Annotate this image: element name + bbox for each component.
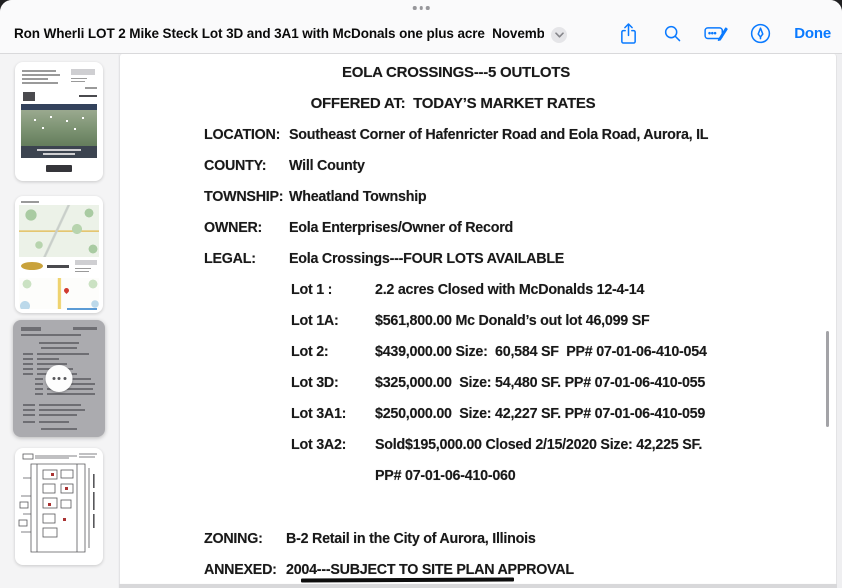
thumbnail-2-image xyxy=(15,196,103,313)
info-row-township: TOWNSHIP: Wheatland Township xyxy=(204,189,427,205)
markup-button[interactable] xyxy=(704,21,729,45)
thumbnail-page-3-selected[interactable] xyxy=(13,320,105,437)
doc-heading-2: OFFERED AT: TODAY’S MARKET RATES xyxy=(310,95,596,112)
lot-row-1a: Lot 1A: $561,800.00 Mc Donald’s out lot 4… xyxy=(291,313,650,329)
window-drag-handle-icon[interactable] xyxy=(412,6,430,10)
document-canvas: EOLA CROSSINGS---5 OUTLOTS OFFERED AT: T… xyxy=(118,54,842,588)
document-page: EOLA CROSSINGS---5 OUTLOTS OFFERED AT: T… xyxy=(119,54,837,584)
toolbar-actions: Done xyxy=(616,21,831,45)
info-row-county: COUNTY: Will County xyxy=(204,158,365,174)
thumbnail-page-2[interactable] xyxy=(15,196,103,313)
document-title: Ron Wherli LOT 2 Mike Steck Lot 3D and 3… xyxy=(14,26,544,41)
lot-row-3a1: Lot 3A1: $250,000.00 Size: 42,227 SF. PP#… xyxy=(291,406,706,422)
info-row-location: LOCATION: Southeast Corner of Hafenricter… xyxy=(204,127,709,143)
annexed-underline-mark xyxy=(300,577,515,583)
ellipsis-icon xyxy=(52,377,55,380)
info-row-legal: LEGAL: Eola Crossings---FOUR LOTS AVAILAB… xyxy=(204,251,565,267)
footer-row-zoning: ZONING: B-2 Retail in the City of Aurora,… xyxy=(204,531,536,547)
doc-heading-1: EOLA CROSSINGS---5 OUTLOTS xyxy=(342,64,570,81)
lot-row-3a2: Lot 3A2: Sold$195,000.00 Closed 2/15/2020… xyxy=(291,437,703,453)
vertical-scrollbar-thumb[interactable] xyxy=(826,331,829,427)
lot-row-2: Lot 2: $439,000.00 Size: 60,584 SF PP# 07… xyxy=(291,344,707,360)
thumbnail-4-image xyxy=(15,448,103,565)
lot-row-1: Lot 1 :2.2 acres Closed with McDonalds 1… xyxy=(291,282,645,298)
title-menu-button[interactable] xyxy=(551,27,567,43)
share-button[interactable] xyxy=(616,21,640,45)
page-options-button[interactable] xyxy=(45,365,73,392)
thumbnail-sidebar xyxy=(0,54,118,588)
page-bottom-edge xyxy=(119,584,837,588)
share-icon xyxy=(620,22,636,44)
search-button[interactable] xyxy=(660,21,684,45)
markup-icon xyxy=(704,27,729,41)
footer-row-annexed: ANNEXED: 2004---SUBJECT TO SITE PLAN APPR… xyxy=(204,562,574,578)
lot-row-3a2-pp: PP# 07-01-06-410-060 xyxy=(375,468,516,484)
lot-row-3d: Lot 3D: $325,000.00 Size: 54,480 SF. PP# … xyxy=(291,375,706,391)
pencil-tools-button[interactable] xyxy=(748,21,772,45)
thumbnail-page-4[interactable] xyxy=(15,448,103,565)
thumbnail-page-1[interactable] xyxy=(15,62,103,181)
done-button[interactable]: Done xyxy=(794,24,831,42)
pencil-circle-icon xyxy=(750,23,770,43)
toolbar: Ron Wherli LOT 2 Mike Steck Lot 3D and 3… xyxy=(0,0,842,54)
info-row-owner: OWNER: Eola Enterprises/Owner of Record xyxy=(204,220,513,236)
search-icon xyxy=(664,25,681,41)
thumbnail-1-image xyxy=(15,62,103,181)
chevron-down-icon xyxy=(554,32,564,38)
